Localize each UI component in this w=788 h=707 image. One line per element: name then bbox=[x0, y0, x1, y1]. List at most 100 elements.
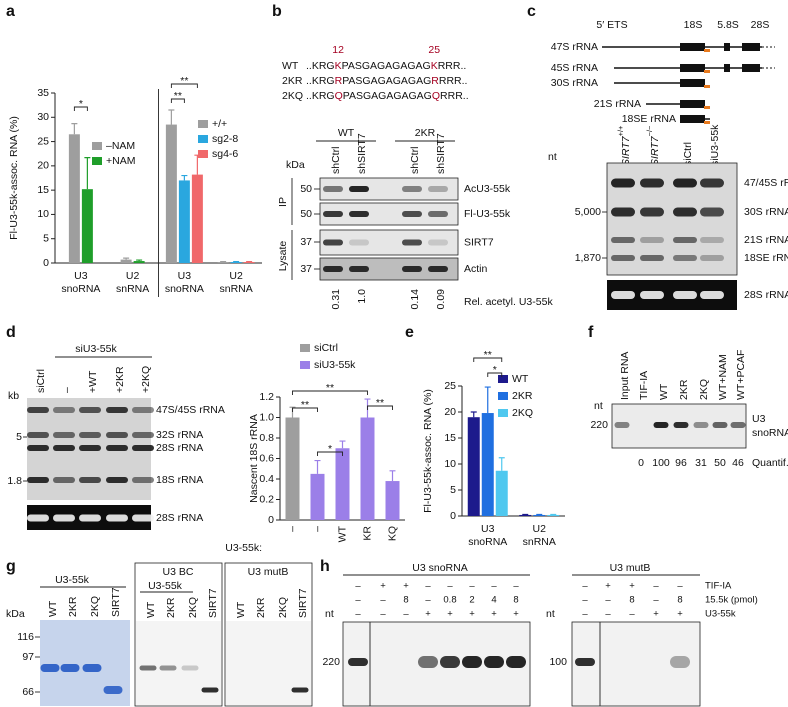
condition-value: + bbox=[425, 609, 431, 620]
significance-bracket bbox=[73, 106, 88, 111]
x-tick-label: – bbox=[311, 526, 323, 532]
unit-label: nt bbox=[546, 608, 555, 620]
gel-band bbox=[106, 514, 128, 522]
gel-band bbox=[484, 656, 504, 668]
x-tick-label: U2 bbox=[126, 270, 140, 282]
marker-label: 100 bbox=[549, 656, 567, 668]
gel-band bbox=[402, 239, 422, 246]
quant-label: Quantif. bbox=[752, 457, 788, 469]
error-bar bbox=[470, 411, 477, 418]
gel-band bbox=[673, 255, 697, 261]
bar bbox=[191, 174, 203, 263]
x-tick-label: snRNA bbox=[219, 283, 252, 295]
gel-band bbox=[348, 658, 368, 666]
condition-value: 0.8 bbox=[443, 595, 456, 606]
bar bbox=[133, 261, 145, 263]
y-tick-label: 0.6 bbox=[259, 452, 274, 464]
band-label: U3 bbox=[752, 413, 766, 425]
bar bbox=[519, 514, 532, 516]
quant-value: 50 bbox=[714, 457, 726, 469]
condition-value: – bbox=[355, 581, 361, 592]
lane-label: 2KR bbox=[67, 596, 79, 617]
gel-band bbox=[428, 211, 448, 217]
gel-band bbox=[60, 664, 80, 672]
subpanel-title: U3 mutB bbox=[610, 562, 651, 574]
unit-label: nt bbox=[548, 151, 557, 163]
marker-label: 50 bbox=[300, 183, 312, 195]
y-tick-label: 10 bbox=[37, 208, 49, 220]
gel-band bbox=[27, 407, 49, 413]
gel-band bbox=[53, 432, 75, 438]
condition-value: – bbox=[582, 595, 588, 606]
row-label: Actin bbox=[464, 263, 488, 275]
error-bar bbox=[550, 513, 557, 516]
lane-label: 2KQ bbox=[277, 597, 289, 618]
gel-band bbox=[402, 211, 422, 217]
y-tick-label: 25 bbox=[37, 135, 49, 147]
gel-band bbox=[693, 422, 709, 428]
x-tick-label: KR bbox=[361, 526, 373, 541]
precursor-label: 47S rRNA bbox=[551, 41, 598, 53]
marker-label: 220 bbox=[322, 656, 340, 668]
gel-band bbox=[323, 186, 343, 192]
gel-band bbox=[640, 291, 664, 299]
gel-band bbox=[323, 266, 343, 272]
sequence-part: Q bbox=[432, 90, 440, 102]
lane-label: WT+PCAF bbox=[735, 350, 747, 400]
error-bar bbox=[168, 109, 175, 125]
error-bar bbox=[314, 459, 321, 474]
diagram-label: 18S bbox=[684, 19, 703, 31]
legend-label: siCtrl bbox=[314, 342, 338, 354]
lane-label: 2KR bbox=[678, 379, 690, 400]
band-label: 18SE rRNA bbox=[744, 252, 788, 264]
condition-value: 8 bbox=[513, 595, 518, 606]
condition-value: 8 bbox=[677, 595, 682, 606]
bar bbox=[68, 134, 80, 263]
marker-label: 1,870 bbox=[575, 252, 601, 264]
lane-label: – bbox=[61, 387, 73, 393]
sequence-part: PASGAGAGAGAG bbox=[342, 60, 431, 72]
gel-band bbox=[611, 255, 635, 261]
lane-label: SIRT7+/+ bbox=[616, 125, 631, 166]
y-tick-label: 15 bbox=[444, 432, 456, 444]
marker-label: 37 bbox=[300, 236, 312, 248]
significance-bracket bbox=[487, 372, 503, 377]
rrna-block bbox=[680, 43, 705, 51]
gel-band bbox=[291, 687, 309, 693]
gel-band bbox=[132, 477, 154, 483]
sequence-part: PASGAGAGAGAG bbox=[342, 75, 431, 87]
y-axis-label: Fl-U3-55k-assoc. RNA (%) bbox=[8, 116, 20, 240]
lane-label: shCtrl bbox=[330, 147, 342, 174]
gel-band bbox=[106, 407, 128, 413]
y-tick-label: 35 bbox=[37, 87, 49, 99]
lane-label: WT+NAM bbox=[717, 354, 729, 400]
gel-band bbox=[106, 477, 128, 483]
gel-band bbox=[132, 432, 154, 438]
condition-value: – bbox=[491, 581, 497, 592]
bar bbox=[81, 189, 93, 263]
panel-letter: b bbox=[272, 3, 282, 20]
lane-label: SIRT7 bbox=[110, 587, 122, 617]
legend-label: 2KQ bbox=[512, 407, 533, 419]
gel-band bbox=[132, 514, 154, 522]
gel-band bbox=[614, 422, 630, 428]
gel-band bbox=[673, 422, 689, 428]
row-label: AcU3-55k bbox=[464, 183, 511, 195]
y-tick-label: 5 bbox=[43, 232, 49, 244]
y-axis-label: Nascent 18S rRNA bbox=[248, 414, 260, 503]
gel-band bbox=[106, 432, 128, 438]
sequence-part: K bbox=[335, 60, 342, 72]
band-label: 28S rRNA bbox=[156, 512, 203, 524]
condition-value: 4 bbox=[491, 595, 496, 606]
row-label: U3-55k bbox=[705, 609, 736, 620]
residue-number: 25 bbox=[428, 44, 440, 56]
significance-bracket bbox=[170, 83, 198, 88]
condition-value: – bbox=[380, 609, 386, 620]
legend-label: WT bbox=[512, 373, 529, 385]
significance-bracket bbox=[367, 405, 393, 410]
gel-band bbox=[700, 207, 724, 217]
sequence-part: PASGAGAGAGAG bbox=[343, 90, 432, 102]
diagram-label: 28S bbox=[751, 19, 770, 31]
condition-value: – bbox=[582, 609, 588, 620]
sequence-part: RRR.. bbox=[438, 60, 467, 72]
